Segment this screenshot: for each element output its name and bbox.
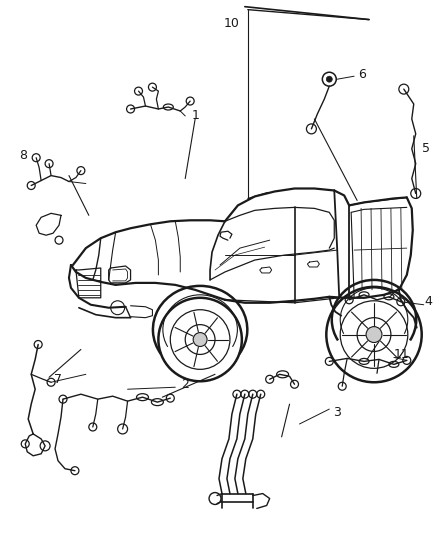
- Text: 10: 10: [224, 17, 240, 30]
- Text: 6: 6: [358, 68, 366, 80]
- Text: 4: 4: [425, 295, 433, 308]
- Text: 1: 1: [191, 109, 199, 123]
- Text: 3: 3: [333, 406, 341, 418]
- Circle shape: [366, 327, 382, 343]
- Text: 11: 11: [394, 348, 410, 361]
- Text: 5: 5: [422, 142, 430, 155]
- Text: 8: 8: [19, 149, 27, 162]
- Text: 7: 7: [54, 373, 62, 386]
- Circle shape: [326, 76, 332, 82]
- Circle shape: [193, 333, 207, 346]
- Text: 2: 2: [181, 378, 189, 391]
